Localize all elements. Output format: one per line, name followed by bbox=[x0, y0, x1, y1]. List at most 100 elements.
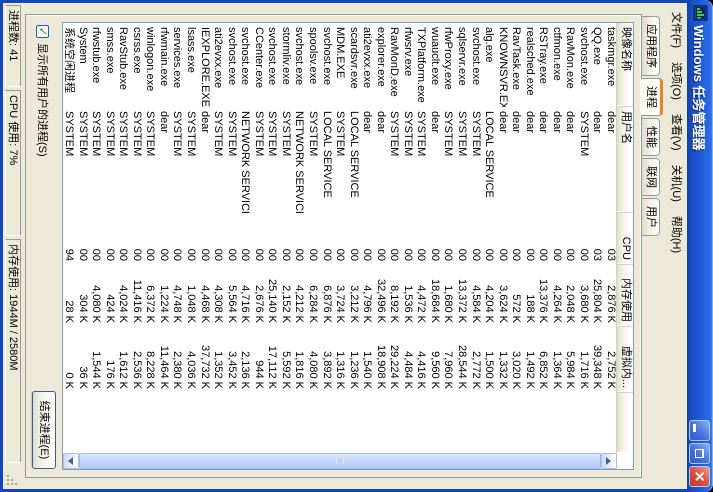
process-row[interactable]: MDM.EXE SYSTEM 00 3,724 K 1,316 K bbox=[333, 23, 347, 453]
row-filler bbox=[305, 393, 319, 453]
process-row[interactable]: svchost.exe SYSTEM 00 5,564 K 3,452 K bbox=[224, 23, 238, 453]
process-row[interactable]: CCenter.exe SYSTEM 00 2,676 K 944 K bbox=[251, 23, 265, 453]
row-filler bbox=[265, 393, 279, 453]
process-row[interactable]: smss.exe SYSTEM 00 424 K 176 K bbox=[102, 23, 116, 453]
process-cpu: 03 bbox=[591, 248, 604, 261]
process-row[interactable]: svchost.exe NETWORK SERVICE 00 4,212 K 1… bbox=[292, 23, 305, 453]
scroll-down-button[interactable] bbox=[63, 453, 79, 469]
process-row[interactable]: svchost.exe LOCAL SERVICE 00 6,876 K 3,8… bbox=[319, 23, 333, 453]
process-name: MDM.EXE bbox=[334, 27, 347, 79]
process-vm: 36 K bbox=[76, 366, 89, 389]
tab-strip: 应用程序 进程 性能 联网 用户 bbox=[641, 14, 663, 478]
process-row[interactable]: scardsvr.exe LOCAL SERVICE 00 3,212 K 1,… bbox=[346, 23, 360, 453]
column-header-mem-usage[interactable]: 内存使用 bbox=[617, 265, 633, 327]
process-mem: 25,140 K bbox=[266, 278, 279, 323]
tab[interactable]: 进程 bbox=[641, 78, 663, 116]
process-row[interactable]: rfwstub.exe SYSTEM 00 4,080 K 1,544 K bbox=[89, 23, 102, 453]
process-row[interactable]: svchost.exe NETWORK SERVICE 00 4,716 K 2… bbox=[238, 23, 252, 453]
column-header-image-name[interactable]: 映像名称 bbox=[617, 23, 633, 107]
process-row[interactable]: rfwProxy.exe SYSTEM 00 1,680 K 7,960 K bbox=[441, 23, 454, 453]
process-row[interactable]: rfwsrv.exe SYSTEM 00 1,536 K 4,484 K bbox=[400, 23, 414, 453]
process-row[interactable]: spoolsv.exe SYSTEM 00 6,284 K 4,080 K bbox=[305, 23, 319, 453]
row-filler bbox=[536, 393, 550, 453]
process-vm: 6,852 K bbox=[537, 351, 550, 389]
process-row[interactable]: RavStub.exe SYSTEM 00 4,024 K 1,612 K bbox=[116, 23, 130, 453]
process-user: dear bbox=[591, 111, 604, 134]
process-row[interactable]: RavMon.exe dear 00 2,048 K 5,984 K bbox=[563, 23, 577, 453]
process-row[interactable]: svchost.exe SYSTEM 00 4,584 K 2,772 K bbox=[468, 23, 482, 453]
process-mem: 572 K bbox=[510, 294, 523, 323]
process-row[interactable]: svchost.exe SYSTEM 00 25,140 K 17,112 K bbox=[265, 23, 279, 453]
process-row[interactable]: System SYSTEM 00 304 K 36 K bbox=[75, 23, 89, 453]
menu-item[interactable]: 查看(V) bbox=[670, 113, 682, 151]
menu-item[interactable]: 文件(F) bbox=[670, 12, 682, 49]
process-row[interactable]: services.exe SYSTEM 00 4,748 K 2,380 K bbox=[170, 23, 184, 453]
process-row[interactable]: RSTray.exe dear 00 13,376 K 6,852 K bbox=[536, 23, 550, 453]
process-name: winlogon.exe bbox=[144, 27, 157, 92]
row-filler bbox=[238, 393, 252, 453]
row-filler bbox=[102, 393, 116, 453]
show-all-users-checkbox[interactable]: ✓ bbox=[36, 25, 50, 38]
process-name: spoolsv.exe bbox=[306, 27, 319, 85]
close-button[interactable]: × bbox=[689, 466, 711, 487]
process-vm: 1,716 K bbox=[577, 351, 590, 389]
process-row[interactable]: explorer.exe dear 00 32,496 K 18,908 K bbox=[373, 23, 387, 453]
process-row[interactable]: stormliv.exe SYSTEM 00 2,152 K 5,592 K bbox=[278, 23, 292, 453]
process-row[interactable]: IEXPLORE.EXE dear 00 4,468 K 37,732 K bbox=[197, 23, 211, 453]
process-row[interactable]: taskmgr.exe dear 03 2,876 K 2,752 K bbox=[603, 23, 617, 453]
process-row[interactable]: realsched.exe dear 00 188 K 1,492 K bbox=[522, 23, 536, 453]
process-row[interactable]: ati2evxx.exe dear 00 4,796 K 1,540 K bbox=[360, 23, 373, 453]
process-mem: 4,204 K bbox=[483, 285, 496, 323]
process-row[interactable]: ctfmon.exe dear 00 4,264 K 1,364 K bbox=[549, 23, 563, 453]
column-header-user-name[interactable]: 用户名 bbox=[617, 107, 633, 213]
process-row[interactable]: lsass.exe SYSTEM 00 1,048 K 4,036 K bbox=[184, 23, 198, 453]
process-vm: 1,500 K bbox=[483, 351, 496, 389]
process-row[interactable]: TXPlatform.exe SYSTEM 00 4,472 K 4,416 K bbox=[414, 23, 427, 453]
process-vm: 4,080 K bbox=[306, 351, 319, 389]
column-header-virtual-mem[interactable]: 虚拟内... bbox=[617, 327, 633, 393]
process-row[interactable]: RavMonD.exe SYSTEM 00 8,192 K 29,224 K bbox=[387, 23, 400, 453]
row-filler bbox=[184, 393, 198, 453]
process-row[interactable]: sqlservr.exe SYSTEM 00 13,372 K 28,544 K bbox=[454, 23, 468, 453]
scroll-up-button[interactable] bbox=[601, 453, 617, 469]
process-user: dear bbox=[537, 111, 550, 134]
tab[interactable]: 性能 bbox=[642, 118, 660, 156]
process-cpu: 03 bbox=[605, 248, 617, 261]
column-header-cpu[interactable]: CPU bbox=[617, 213, 633, 265]
maximize-button[interactable] bbox=[689, 443, 711, 464]
process-vm: 1,612 K bbox=[117, 351, 130, 389]
process-mem: 2,048 K bbox=[564, 285, 577, 323]
end-process-button[interactable]: 结束进程(E) bbox=[32, 391, 56, 469]
process-row[interactable]: alg.exe LOCAL SERVICE 00 4,204 K 1,500 K bbox=[482, 23, 496, 453]
process-cpu: 00 bbox=[455, 248, 468, 261]
tab[interactable]: 用户 bbox=[642, 198, 660, 236]
process-row[interactable]: svchost.exe SYSTEM 00 3,680 K 1,716 K bbox=[576, 23, 590, 453]
process-mem: 3,212 K bbox=[347, 285, 360, 323]
process-row[interactable]: RavTask.exe dear 00 572 K 3,020 K bbox=[509, 23, 523, 453]
process-row[interactable]: csrss.exe SYSTEM 00 11,416 K 2,536 K bbox=[129, 23, 143, 453]
tab[interactable]: 应用程序 bbox=[642, 16, 660, 76]
process-list: taskmgr.exe dear 03 2,876 K 2,752 K QQ.e… bbox=[63, 23, 617, 453]
process-vm: 2,772 K bbox=[469, 351, 482, 389]
process-user: dear bbox=[428, 111, 441, 134]
process-row[interactable]: 系统空闲进程 SYSTEM 94 28 K 0 K bbox=[63, 23, 75, 453]
scrollbar-thumb[interactable] bbox=[79, 453, 601, 469]
process-row[interactable]: ati2evxx.exe SYSTEM 00 4,308 K 1,352 K bbox=[211, 23, 224, 453]
title-bar[interactable]: Windows 任务管理器 × bbox=[687, 0, 713, 492]
process-row[interactable]: winlogon.exe SYSTEM 00 6,372 K 8,228 K bbox=[143, 23, 157, 453]
menu-item[interactable]: 帮助(H) bbox=[670, 215, 682, 254]
menu-item[interactable]: 关机(U) bbox=[670, 164, 682, 202]
process-cpu: 00 bbox=[523, 248, 536, 261]
process-row[interactable]: KNOWNSVR.EXE dear 00 3,624 K 1,332 K bbox=[495, 23, 509, 453]
process-row[interactable]: wuauclt.exe dear 00 18,684 K 9,560 K bbox=[427, 23, 441, 453]
process-row[interactable]: QQ.exe dear 03 25,804 K 39,348 K bbox=[590, 23, 604, 453]
process-cpu: 00 bbox=[483, 248, 496, 261]
menu-item[interactable]: 选项(O) bbox=[670, 62, 682, 100]
process-row[interactable]: rfwmain.exe dear 00 1,224 K 11,464 K bbox=[156, 23, 170, 453]
process-name: svchost.exe bbox=[320, 27, 333, 86]
row-filler bbox=[75, 393, 89, 453]
resize-grip[interactable] bbox=[5, 471, 21, 487]
minimize-button[interactable] bbox=[689, 420, 711, 441]
tab[interactable]: 联网 bbox=[642, 158, 660, 196]
